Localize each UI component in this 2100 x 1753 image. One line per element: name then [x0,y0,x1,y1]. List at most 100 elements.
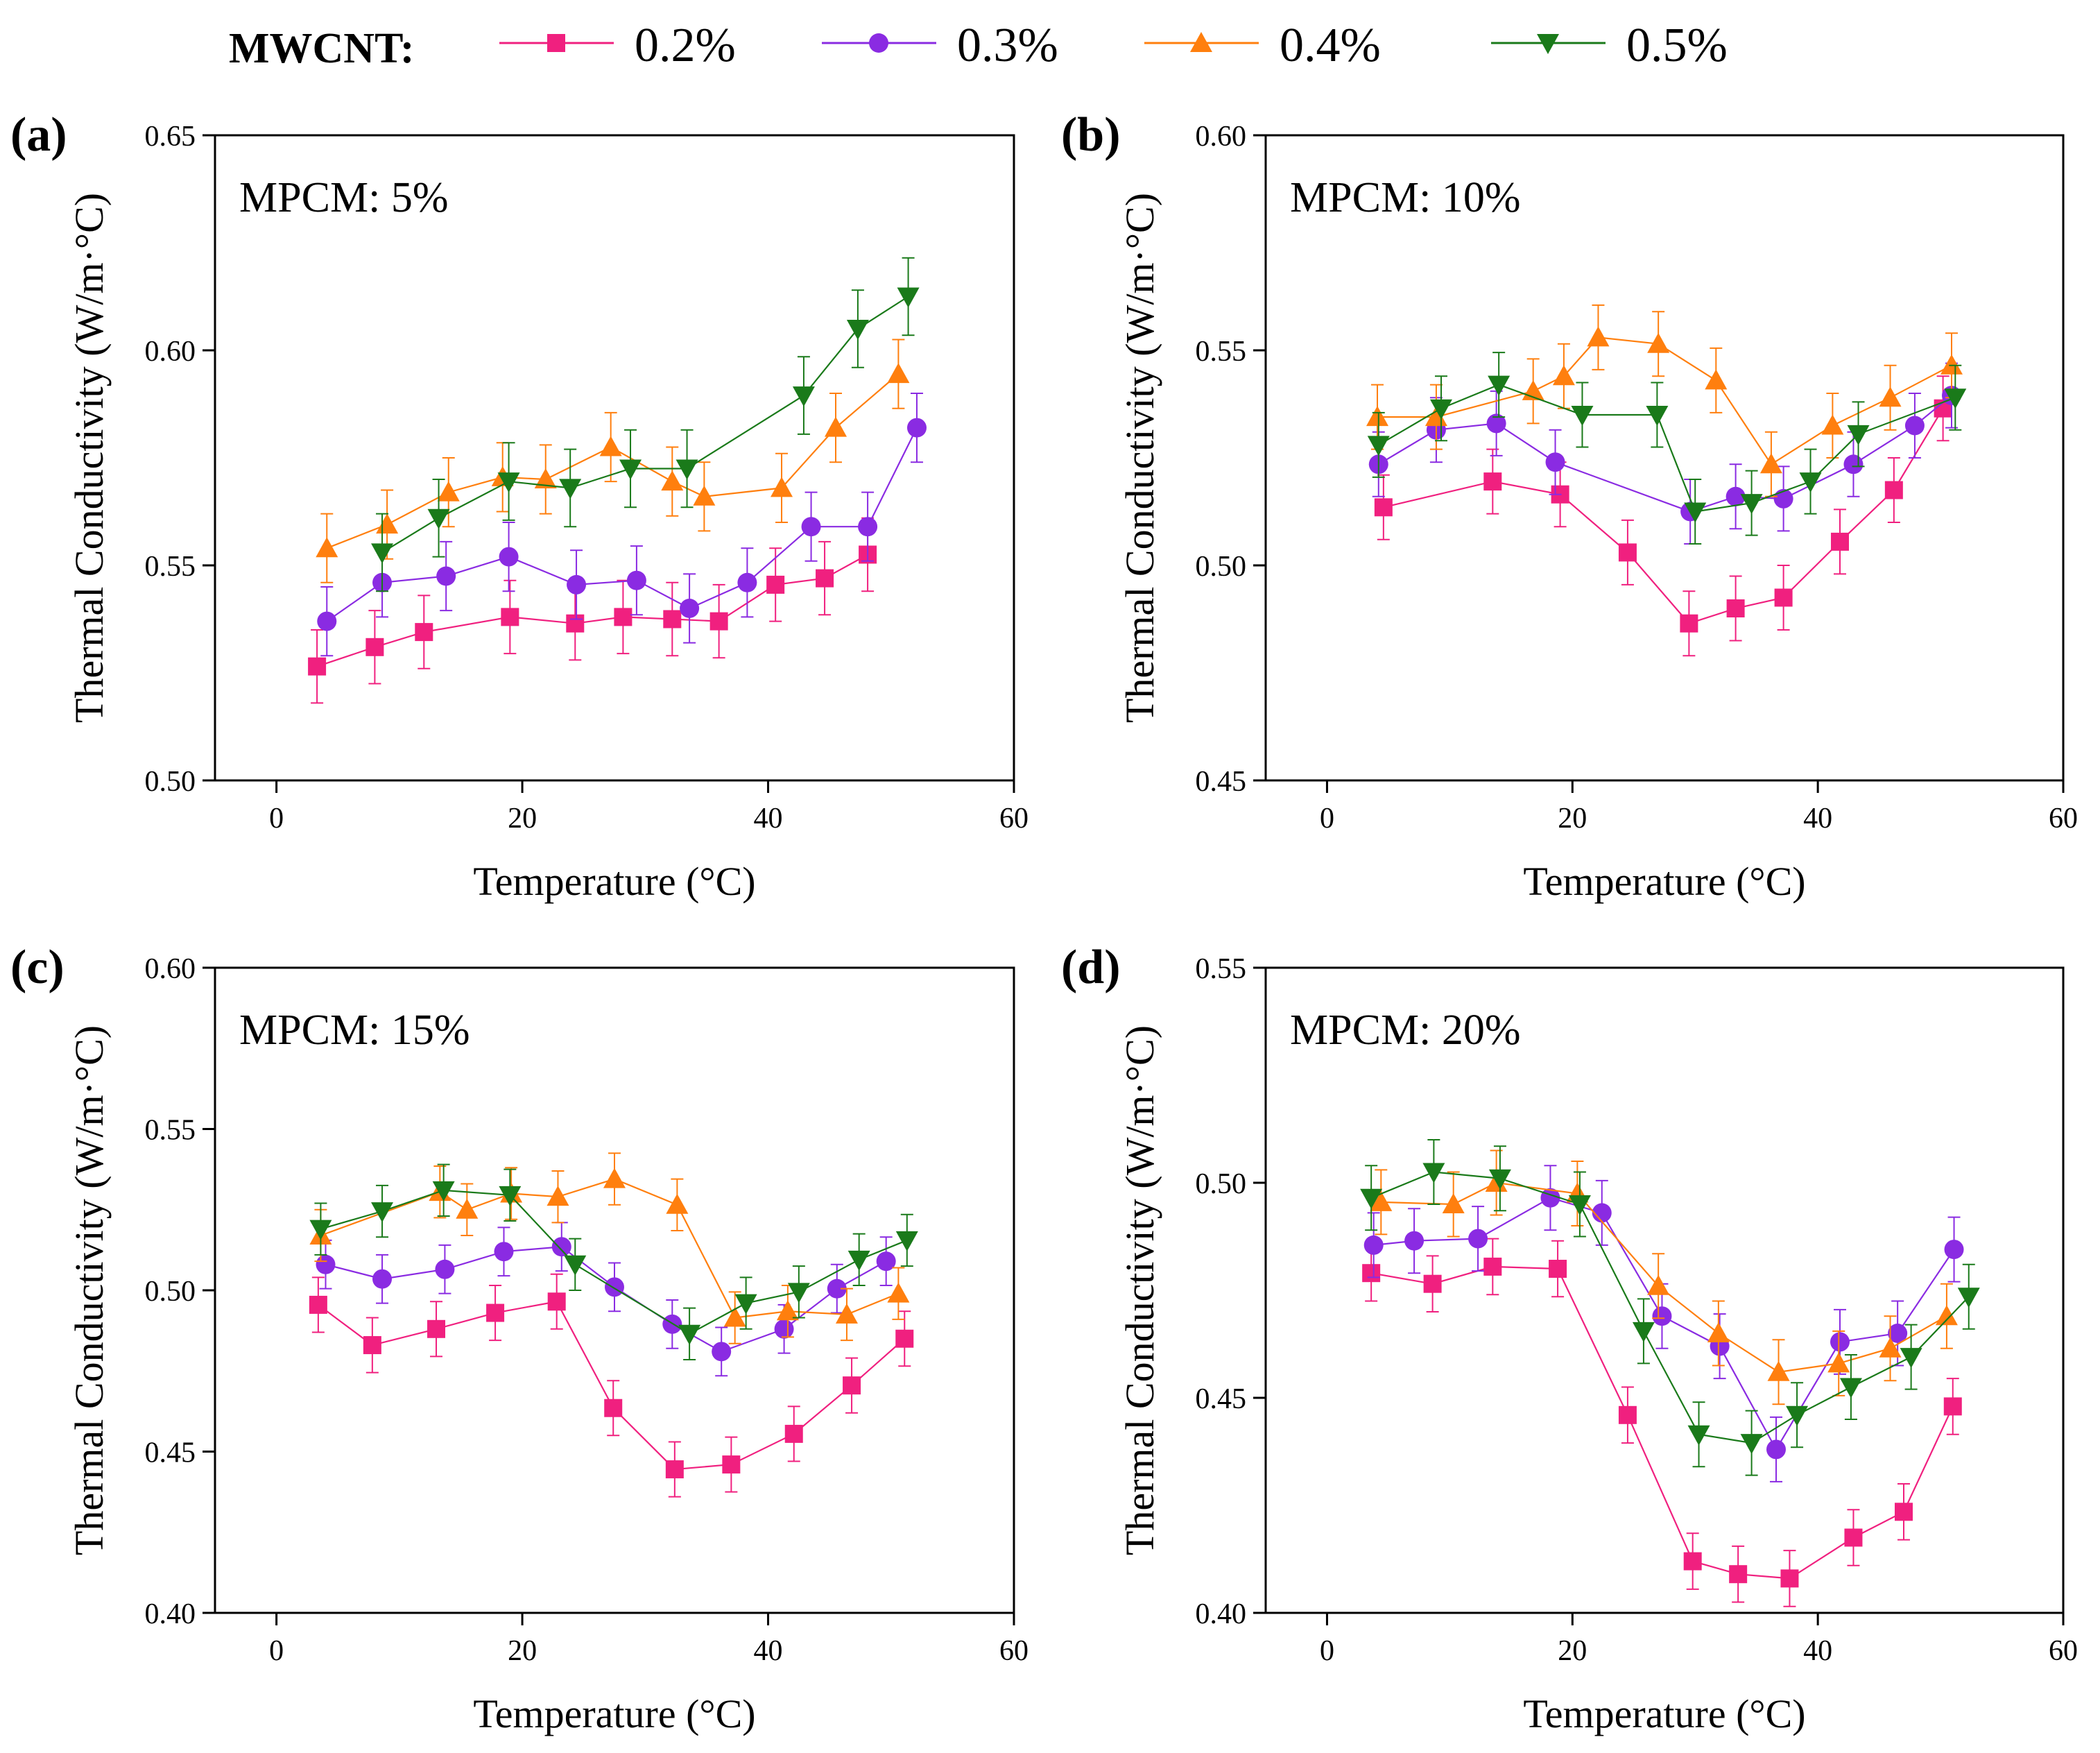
data-point [1935,1305,1958,1326]
data-point [1774,588,1793,607]
data-point [1884,481,1903,499]
series-0-4pct [316,339,910,583]
data-point [432,1181,455,1202]
legend-marker [1190,32,1212,52]
x-axis-title: Temperature (°C) [473,859,755,904]
y-tick-label: 0.50 [1196,551,1247,583]
data-point [1725,486,1746,506]
data-point [1652,1306,1672,1326]
data-point [1646,406,1669,426]
y-tick-label: 0.40 [145,1598,196,1630]
data-point [1740,1434,1763,1455]
x-tick-label: 20 [508,1635,537,1667]
data-point [734,1294,757,1315]
data-point [317,611,337,631]
data-point [1944,388,1967,409]
x-tick-label: 20 [1558,1635,1587,1667]
y-tick-label: 0.50 [145,766,196,798]
y-axis-title: Thermal Conductivity (W/m·°C) [67,1025,112,1555]
y-tick-label: 0.45 [1196,766,1247,798]
y-tick-label: 0.55 [1196,336,1247,368]
series-line [1378,384,1956,513]
panel-label: (c) [10,941,64,994]
data-point [1632,1322,1655,1342]
data-point [709,612,728,631]
data-point [661,470,684,491]
data-point [895,1329,914,1348]
data-point [1618,543,1637,562]
data-point [566,614,585,633]
data-point [564,1255,587,1276]
x-tick-label: 40 [1803,1635,1832,1667]
y-tick-label: 0.55 [145,1115,196,1147]
data-point [1729,1565,1748,1584]
panel-annotation: MPCM: 5% [239,174,448,221]
data-point [427,508,450,529]
data-point [1847,425,1870,445]
legend-label: 0.4% [1280,19,1381,72]
data-point [436,566,456,586]
data-point [1549,1260,1567,1278]
data-point [1957,1288,1980,1308]
series-0-3pct [1368,362,1961,545]
data-point [551,1237,571,1257]
data-point [771,477,793,497]
y-tick-label: 0.65 [145,121,196,153]
data-point [427,1319,446,1338]
data-point [843,1376,861,1395]
data-point [1900,1348,1922,1369]
data-point [546,1186,569,1206]
data-point [371,543,394,564]
data-point [737,572,757,592]
data-point [1552,365,1575,386]
x-tick-label: 0 [1320,803,1334,835]
data-point [784,1424,803,1443]
chart-panel: 0 20 40 60 0.40 0.45 0.50 0.55 0.60 Temperature (… [10,941,1029,1736]
data-point [605,1277,624,1297]
data-point [1767,1360,1790,1381]
series-0-5pct [1360,1139,1980,1476]
y-tick-label: 0.45 [1196,1383,1247,1415]
data-point [1707,1322,1730,1342]
data-point [308,657,327,676]
data-point [614,608,632,626]
data-point [1830,1332,1850,1352]
data-point [666,1193,689,1214]
y-axis-title: Thermal Conductivity (W/m·°C) [1117,1025,1162,1555]
x-tick-label: 20 [1558,803,1587,835]
data-point [456,1198,479,1219]
data-point [876,1251,896,1272]
series-line [318,1301,905,1471]
legend-label: 0.3% [957,19,1058,72]
data-point [825,416,847,437]
series-0-4pct [1370,1149,1958,1405]
data-point [547,1292,566,1311]
series-0-3pct [317,393,927,657]
data-point [663,610,682,628]
series-line [1377,336,1952,465]
data-point [316,1254,336,1274]
data-point [1827,1352,1850,1373]
series-0-2pct [308,517,877,704]
data-point [835,1303,858,1324]
y-tick-label: 0.50 [145,1276,196,1308]
x-tick-label: 60 [2049,1635,2078,1667]
data-point [1545,452,1565,472]
legend-item: 0.5% [1491,19,1728,72]
panel-annotation: MPCM: 15% [239,1007,470,1054]
legend-label: 0.2% [635,19,736,72]
y-tick-label: 0.55 [145,551,196,583]
series-0-4pct [1366,304,1963,497]
data-point [680,599,700,618]
data-point [1759,453,1782,474]
data-point [816,569,834,588]
data-point [435,1259,455,1279]
y-tick-label: 0.55 [1196,953,1247,985]
data-point [1888,1324,1908,1343]
data-point [1592,1203,1612,1223]
data-point [787,1283,810,1303]
data-point [792,386,815,407]
x-tick-label: 40 [754,803,783,835]
data-point [309,1220,332,1240]
